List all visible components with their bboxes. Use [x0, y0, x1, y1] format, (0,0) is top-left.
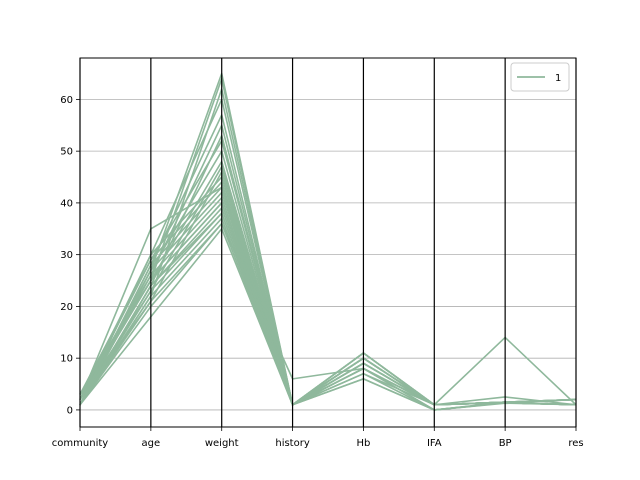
series-line-3 [79, 212, 577, 406]
ytick-label-10: 10 [60, 354, 73, 365]
series-line-11 [79, 171, 577, 406]
series-line-10 [79, 176, 577, 406]
plot-frame [79, 57, 577, 428]
xtick-label-community: community [52, 438, 108, 449]
xtick-label-weight: weight [205, 438, 239, 449]
ytick-label-60: 60 [60, 95, 73, 106]
series-line-24 [79, 222, 577, 411]
series-line-25 [79, 202, 577, 406]
series-line-21 [79, 77, 577, 406]
series-line-19 [79, 98, 577, 406]
xtick-label-BP: BP [499, 438, 512, 449]
series-line-22 [79, 72, 577, 406]
xtick-label-Hb: Hb [356, 438, 370, 449]
ytick-label-0: 0 [67, 405, 73, 416]
series-line-23 [79, 186, 577, 411]
axis-layer [79, 58, 577, 427]
legend: 1 [510, 62, 570, 92]
grid-layer [80, 99, 576, 411]
xtick-label-res: res [568, 438, 583, 449]
data-lines [79, 72, 577, 411]
tick-labels: 0 10 20 30 40 50 60 community age weight history Hb… [52, 95, 584, 449]
legend-label-1: 1 [555, 73, 561, 84]
ytick-label-20: 20 [60, 302, 73, 313]
xtick-label-history: history [275, 438, 309, 449]
series-line-26 [79, 212, 577, 406]
ytick-label-30: 30 [60, 250, 73, 261]
plot-border [79, 57, 577, 428]
ytick-label-40: 40 [60, 198, 73, 209]
ytick-label-50: 50 [60, 147, 73, 158]
xtick-label-IFA: IFA [427, 438, 442, 449]
xtick-label-age: age [142, 438, 161, 449]
